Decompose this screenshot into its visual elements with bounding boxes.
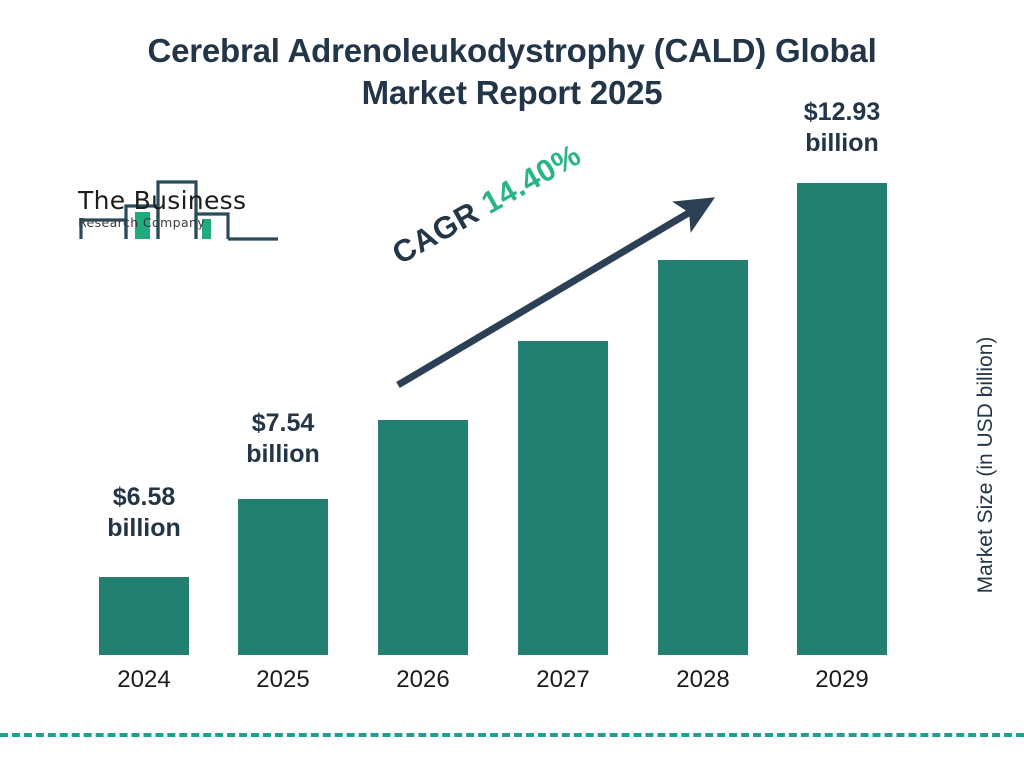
x-axis-label-2025: 2025	[256, 666, 310, 693]
bar-2025[interactable]	[238, 499, 328, 655]
y-axis-title: Market Size (in USD billion)	[974, 336, 997, 594]
title-line-1: Cerebral Adrenoleukodystrophy (CALD) Glo…	[147, 32, 877, 69]
value-amount-2025: $7.54 billion	[246, 409, 320, 468]
company-logo: The Business Research Company	[78, 176, 283, 246]
cagr-value-text: 14.40%	[475, 136, 587, 221]
bar-2026[interactable]	[378, 420, 468, 655]
cagr-annotation: CAGR 14.40%	[386, 137, 587, 272]
x-axis-label-2026: 2026	[396, 666, 450, 693]
title-line-2: Market Report 2025	[361, 74, 663, 112]
logo-tagline: Research Company	[78, 215, 206, 230]
bar-2027[interactable]	[518, 341, 608, 655]
value-label-2024: $6.58 billion	[69, 482, 219, 543]
value-label-2029: $12.93 billion	[767, 97, 917, 158]
x-axis-label-2027: 2027	[536, 666, 590, 693]
bar-2028[interactable]	[658, 260, 748, 655]
bar-2029[interactable]	[797, 183, 887, 655]
x-axis-label-2029: 2029	[815, 666, 869, 693]
value-amount-2024: $6.58 billion	[107, 483, 181, 542]
logo-text: The Business Research Company	[78, 188, 246, 230]
value-label-2025: $7.54 billion	[208, 408, 358, 469]
footer-divider	[0, 733, 1024, 737]
x-axis-label-2028: 2028	[676, 666, 730, 693]
value-amount-2029: $12.93 billion	[803, 98, 881, 157]
cagr-label-text: CAGR	[386, 194, 485, 272]
bar-2024[interactable]	[99, 577, 189, 655]
x-axis-label-2024: 2024	[117, 666, 171, 693]
bar-chart-outline-logo-icon	[79, 180, 278, 241]
logo-name: The Business	[78, 186, 247, 215]
page-title: Cerebral Adrenoleukodystrophy (CALD) Glo…	[0, 30, 1024, 114]
